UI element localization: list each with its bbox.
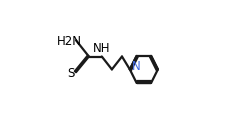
Text: NH: NH — [93, 41, 110, 54]
Text: S: S — [67, 66, 74, 79]
Text: N: N — [132, 59, 140, 72]
Text: H2N: H2N — [57, 34, 82, 47]
